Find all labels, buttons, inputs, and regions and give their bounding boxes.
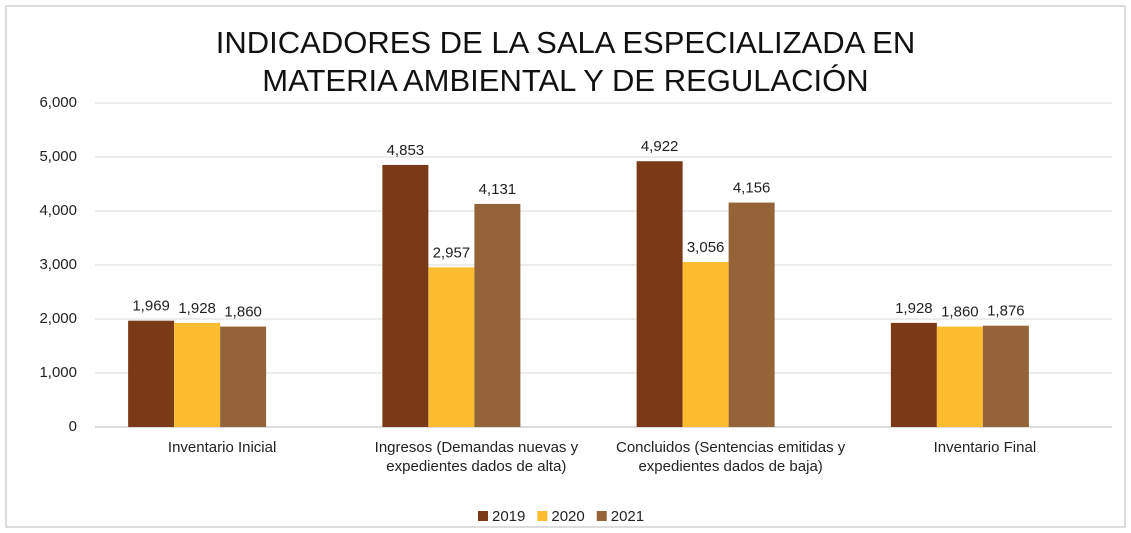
- chart-title: INDICADORES DE LA SALA ESPECIALIZADA EN …: [215, 25, 916, 98]
- bar: [382, 164, 429, 428]
- bar: [128, 320, 175, 427]
- y-tick-label: 4,000: [39, 202, 77, 219]
- value-label: 1,876: [987, 303, 1025, 320]
- legend-label: 2021: [611, 508, 644, 525]
- bar: [428, 267, 475, 427]
- x-tick-label: Concluidos (Sentencias emitidas y expedi…: [615, 439, 846, 475]
- bar: [728, 202, 775, 427]
- bar: [174, 322, 221, 427]
- legend-swatch: [478, 511, 488, 521]
- value-label: 4,853: [387, 142, 425, 159]
- bar: [220, 326, 267, 427]
- bar: [474, 203, 521, 427]
- value-label: 1,969: [132, 298, 170, 315]
- bar: [636, 161, 683, 427]
- legend-swatch: [537, 511, 548, 521]
- value-label: 1,860: [224, 304, 262, 321]
- value-label: 4,156: [733, 180, 771, 197]
- value-label: 3,056: [687, 239, 725, 256]
- y-tick-label: 0: [69, 418, 77, 435]
- x-tick-label: Inventario Inicial: [167, 439, 277, 456]
- y-tick-label: 6,000: [39, 94, 77, 111]
- legend-swatch: [596, 511, 607, 521]
- y-tick-label: 1,000: [39, 364, 77, 381]
- value-label: 1,928: [178, 300, 216, 317]
- bar: [682, 261, 729, 427]
- legend-label: 2019: [492, 508, 525, 525]
- chart-border: [5, 5, 1126, 528]
- legend-label: 2020: [551, 508, 584, 525]
- bar: [936, 326, 983, 427]
- value-label: 4,922: [641, 138, 679, 155]
- x-tick-label: Ingresos (Demandas nuevas y expedientes …: [374, 439, 579, 475]
- bar: [890, 322, 937, 427]
- value-label: 2,957: [433, 244, 471, 261]
- y-tick-label: 2,000: [39, 310, 77, 327]
- y-tick-label: 5,000: [39, 148, 77, 165]
- value-label: 1,860: [941, 304, 979, 321]
- value-label: 4,131: [479, 181, 517, 198]
- y-tick-label: 3,000: [39, 256, 77, 273]
- bar: [982, 325, 1029, 427]
- value-label: 1,928: [895, 300, 933, 317]
- x-tick-label: Inventario Final: [933, 439, 1037, 456]
